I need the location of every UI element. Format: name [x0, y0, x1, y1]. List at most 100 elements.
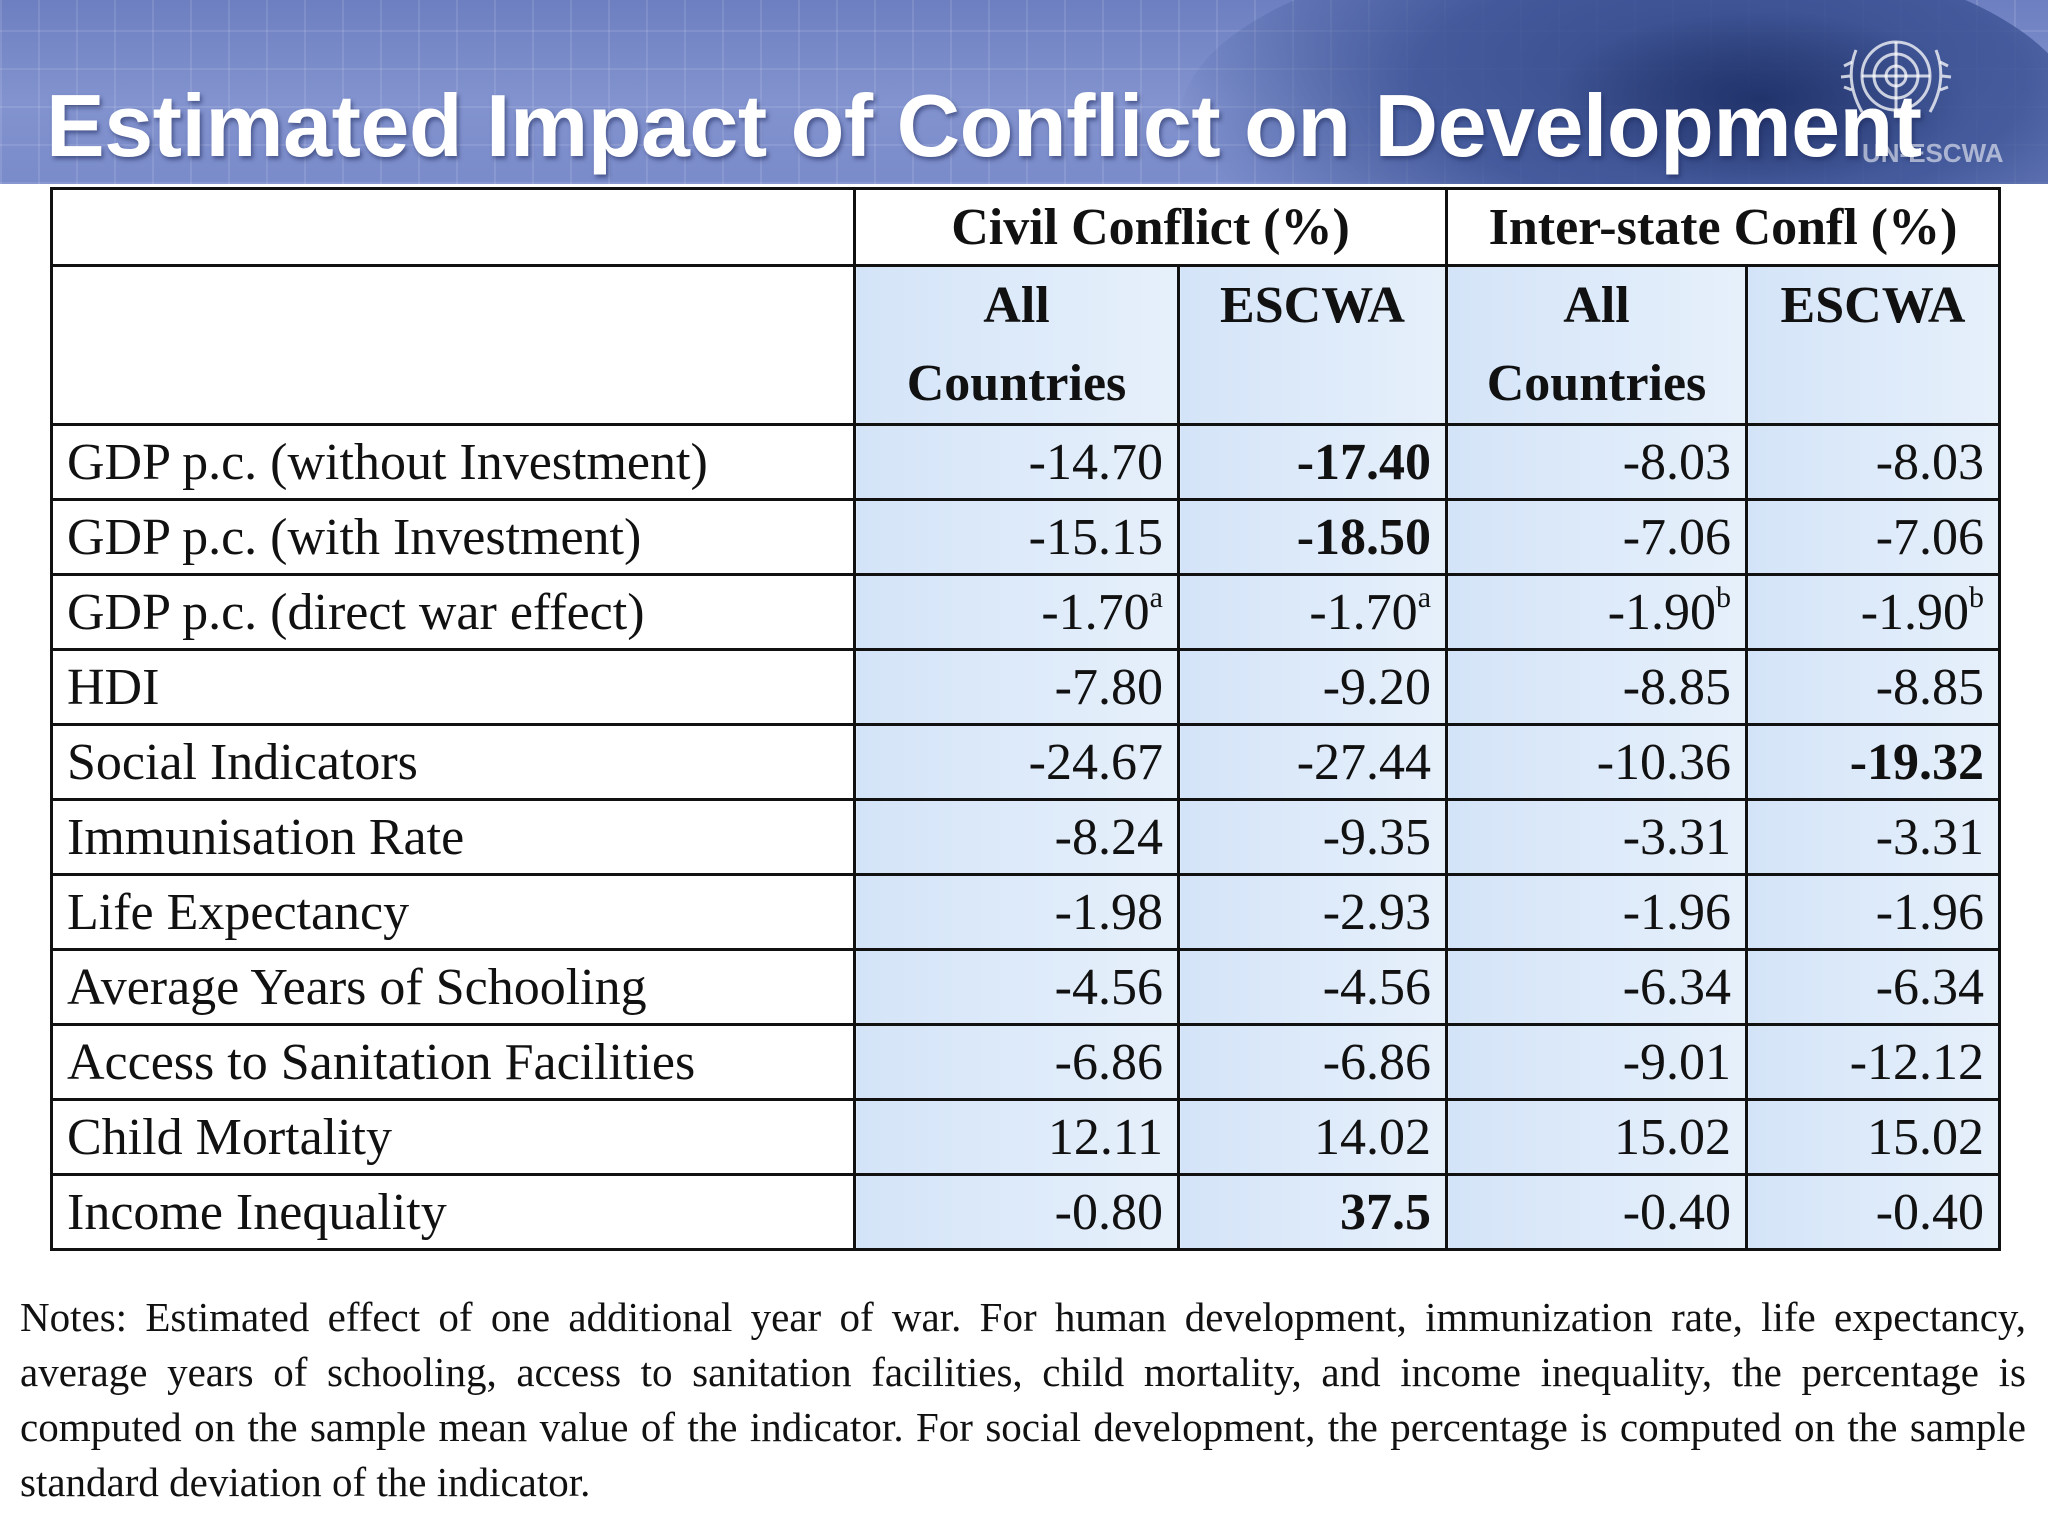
- value-cell: 15.02: [1745, 1098, 2002, 1176]
- table-row: Income Inequality -0.80 37.5 -0.40 -0.40: [50, 1173, 2002, 1251]
- cell-value: -8.24: [1054, 808, 1163, 866]
- value-cell: -27.44: [1176, 723, 1449, 801]
- row-label: Average Years of Schooling: [50, 948, 856, 1026]
- value-cell: -7.06: [1745, 498, 2002, 576]
- table-row: GDP p.c. (direct war effect) -1.70a -1.70a…: [50, 573, 2002, 651]
- corner-cell: [50, 264, 856, 426]
- value-cell: 37.5: [1176, 1173, 1449, 1251]
- value-cell: -8.85: [1745, 648, 2002, 726]
- cell-value: -6.34: [1875, 958, 1985, 1016]
- table-row: Life Expectancy -1.98 -2.93 -1.96 -1.96: [50, 873, 2002, 951]
- cell-value: -27.44: [1296, 733, 1432, 791]
- cell-value: -0.80: [1054, 1183, 1163, 1241]
- value-cell: -1.70a: [853, 573, 1180, 651]
- cell-value: -2.93: [1322, 883, 1432, 941]
- value-cell: -1.90b: [1745, 573, 2002, 651]
- footnote-marker: b: [1969, 580, 1985, 614]
- value-cell: 12.11: [853, 1098, 1180, 1176]
- cell-value: -7.80: [1054, 658, 1163, 716]
- cell-value: 37.5: [1340, 1183, 1432, 1241]
- value-cell: -18.50: [1176, 498, 1449, 576]
- cell-value: -24.67: [1028, 733, 1163, 791]
- cell-value: -10.36: [1596, 733, 1732, 791]
- page-title: Estimated Impact of Conflict on Developm…: [46, 76, 1922, 175]
- value-cell: -14.70: [853, 423, 1180, 501]
- cell-value: -4.56: [1322, 958, 1432, 1016]
- value-cell: -9.20: [1176, 648, 1449, 726]
- value-cell: -8.85: [1445, 648, 1749, 726]
- value-cell: -0.40: [1445, 1173, 1749, 1251]
- cell-value: -9.35: [1322, 808, 1432, 866]
- sub-header-civil-all: All Countries: [853, 264, 1180, 426]
- sub-header-civil-escwa: ESCWA: [1176, 264, 1449, 426]
- cell-value: -4.56: [1054, 958, 1163, 1016]
- table-row: Access to Sanitation Facilities -6.86 -6.8…: [50, 1023, 2002, 1101]
- table-body: GDP p.c. (without Investment) -14.70 -17.4…: [50, 423, 2002, 1251]
- cell-value: -1.98: [1054, 883, 1163, 941]
- cell-value: 12.11: [1047, 1108, 1163, 1166]
- value-cell: -24.67: [853, 723, 1180, 801]
- group-header-row: Civil Conflict (%) Inter-state Confl (%): [50, 187, 2002, 267]
- cell-value: -9.20: [1322, 658, 1432, 716]
- value-cell: -19.32: [1745, 723, 2002, 801]
- value-cell: -15.15: [853, 498, 1180, 576]
- table-row: GDP p.c. (with Investment) -15.15 -18.50 -7…: [50, 498, 2002, 576]
- value-cell: -17.40: [1176, 423, 1449, 501]
- cell-value: -19.32: [1849, 733, 1985, 791]
- value-cell: -1.98: [853, 873, 1180, 951]
- value-cell: -6.34: [1445, 948, 1749, 1026]
- cell-value: -6.86: [1054, 1033, 1163, 1091]
- value-cell: 14.02: [1176, 1098, 1449, 1176]
- value-cell: -1.96: [1445, 873, 1749, 951]
- table-row: Average Years of Schooling -4.56 -4.56 -6.3…: [50, 948, 2002, 1026]
- value-cell: -7.80: [853, 648, 1180, 726]
- cell-value: -8.85: [1875, 658, 1985, 716]
- value-cell: -2.93: [1176, 873, 1449, 951]
- value-cell: -6.34: [1745, 948, 2002, 1026]
- cell-value: -8.03: [1622, 433, 1732, 491]
- cell-value: -15.15: [1028, 508, 1163, 566]
- footnote-marker: a: [1149, 580, 1163, 614]
- row-label: Life Expectancy: [50, 873, 856, 951]
- value-cell: -3.31: [1445, 798, 1749, 876]
- cell-value: -0.40: [1622, 1183, 1732, 1241]
- row-label: GDP p.c. (without Investment): [50, 423, 856, 501]
- value-cell: -9.01: [1445, 1023, 1749, 1101]
- table-row: HDI -7.80 -9.20 -8.85 -8.85: [50, 648, 2002, 726]
- row-label: Social Indicators: [50, 723, 856, 801]
- value-cell: -1.90b: [1445, 573, 1749, 651]
- value-cell: -4.56: [1176, 948, 1449, 1026]
- cell-value: -6.34: [1622, 958, 1732, 1016]
- value-cell: -1.96: [1745, 873, 2002, 951]
- value-cell: -0.40: [1745, 1173, 2002, 1251]
- cell-value: -1.70: [1041, 583, 1150, 641]
- cell-value: -3.31: [1875, 808, 1985, 866]
- corner-cell: [50, 187, 856, 267]
- table-row: Child Mortality 12.11 14.02 15.02 15.02: [50, 1098, 2002, 1176]
- row-label: GDP p.c. (direct war effect): [50, 573, 856, 651]
- value-cell: -4.56: [853, 948, 1180, 1026]
- group-header-civil: Civil Conflict (%): [852, 187, 1449, 267]
- header-banner: Estimated Impact of Conflict on Developm…: [0, 0, 2048, 184]
- cell-value: 14.02: [1314, 1108, 1432, 1166]
- un-emblem-icon: [1840, 40, 1952, 113]
- cell-value: -18.50: [1296, 508, 1432, 566]
- value-cell: -7.06: [1445, 498, 1749, 576]
- notes-text: Notes: Estimated effect of one additiona…: [20, 1294, 2026, 1505]
- value-cell: 15.02: [1445, 1098, 1749, 1176]
- value-cell: -1.70a: [1176, 573, 1449, 651]
- cell-value: -8.85: [1622, 658, 1732, 716]
- cell-value: -0.40: [1875, 1183, 1985, 1241]
- group-header-interstate: Inter-state Confl (%): [1445, 187, 2002, 267]
- cell-value: -14.70: [1028, 433, 1163, 491]
- footnote-marker: b: [1716, 580, 1732, 614]
- cell-value: -1.90: [1607, 583, 1717, 641]
- cell-value: -8.03: [1875, 433, 1985, 491]
- cell-value: -1.96: [1622, 883, 1732, 941]
- value-cell: -12.12: [1745, 1023, 2002, 1101]
- value-cell: -8.03: [1445, 423, 1749, 501]
- cell-value: -1.70: [1309, 583, 1418, 641]
- cell-value: -7.06: [1875, 508, 1985, 566]
- sub-header-interstate-all: All Countries: [1445, 264, 1749, 426]
- cell-value: -12.12: [1849, 1033, 1985, 1091]
